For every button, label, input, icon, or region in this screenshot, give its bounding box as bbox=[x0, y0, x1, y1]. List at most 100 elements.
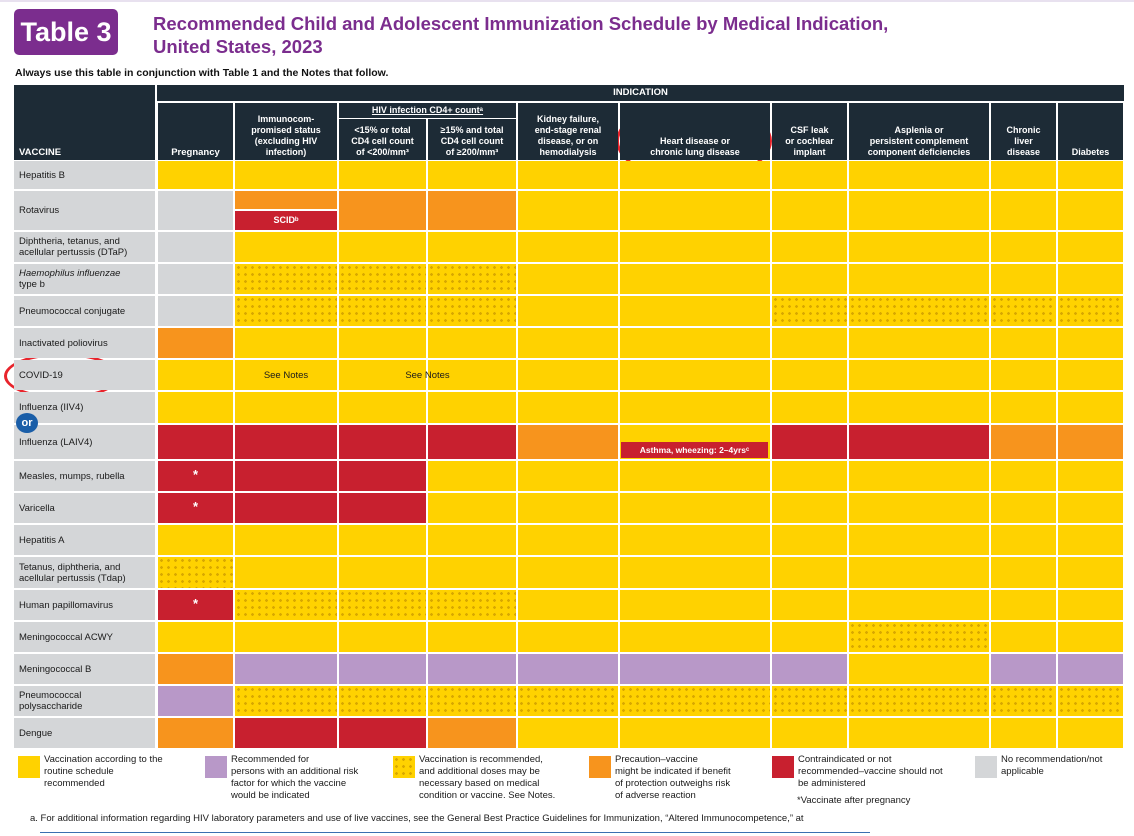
schedule-cell bbox=[772, 557, 847, 588]
schedule-cell bbox=[518, 493, 618, 523]
column-header-0: Pregnancy bbox=[158, 103, 233, 160]
schedule-cell bbox=[235, 525, 337, 555]
schedule-cell bbox=[772, 328, 847, 358]
schedule-cell bbox=[991, 264, 1056, 294]
vaccine-row-label: Tetanus, diphtheria, and acellular pertu… bbox=[14, 557, 155, 588]
schedule-cell bbox=[991, 686, 1056, 716]
schedule-cell bbox=[1058, 392, 1123, 423]
column-header-label: Diabetes bbox=[1071, 147, 1110, 157]
schedule-cell bbox=[235, 686, 337, 716]
schedule-cell bbox=[339, 493, 426, 523]
vaccine-name: Influenza (LAIV4) bbox=[19, 436, 93, 448]
schedule-cell bbox=[518, 360, 618, 390]
schedule-cell bbox=[339, 392, 426, 423]
vaccine-name: COVID-19 bbox=[19, 369, 63, 381]
schedule-cell bbox=[235, 461, 337, 491]
schedule-cell bbox=[620, 622, 770, 652]
legend-text: Vaccination according to the routine sch… bbox=[44, 754, 163, 789]
column-header-3: ≥15% and total CD4 cell count of ≥200/mm… bbox=[428, 119, 516, 160]
schedule-cell bbox=[849, 296, 989, 326]
schedule-cell bbox=[518, 425, 618, 459]
column-header-label: Immunocom- promised status (excluding HI… bbox=[251, 114, 321, 157]
schedule-cell bbox=[518, 718, 618, 748]
instruction-text: Always use this table in conjunction wit… bbox=[15, 67, 389, 79]
schedule-cell bbox=[158, 525, 233, 555]
schedule-cell bbox=[339, 232, 426, 262]
schedule-cell bbox=[518, 328, 618, 358]
legend-text: Contraindicated or not recommended–vacci… bbox=[798, 754, 943, 789]
schedule-cell bbox=[235, 264, 337, 294]
vaccine-name: Varicella bbox=[19, 502, 55, 514]
schedule-cell bbox=[772, 622, 847, 652]
schedule-cell bbox=[1058, 718, 1123, 748]
schedule-cell bbox=[620, 686, 770, 716]
schedule-cell bbox=[849, 461, 989, 491]
schedule-cell bbox=[620, 296, 770, 326]
schedule-cell bbox=[991, 718, 1056, 748]
schedule-cell bbox=[158, 686, 233, 716]
vaccine-name: Human papillomavirus bbox=[19, 599, 113, 611]
column-header-label: Kidney failure, end-stage renal disease,… bbox=[534, 114, 602, 157]
schedule-cell bbox=[428, 360, 516, 390]
schedule-cell bbox=[428, 557, 516, 588]
after-pregnancy-star: * bbox=[192, 499, 199, 514]
schedule-cell bbox=[849, 557, 989, 588]
vaccine-row-label: Varicella bbox=[14, 493, 155, 523]
schedule-cell bbox=[235, 161, 337, 189]
schedule-cell bbox=[849, 425, 989, 459]
after-pregnancy-star: * bbox=[192, 596, 199, 611]
vaccine-row-label: Pneumococcal conjugate bbox=[14, 296, 155, 326]
schedule-cell bbox=[772, 232, 847, 262]
asthma-note-cell: Asthma, wheezing: 2–4yrsᶜ bbox=[621, 442, 768, 458]
page-title: Recommended Child and Adolescent Immuniz… bbox=[153, 13, 889, 57]
schedule-cell bbox=[1058, 493, 1123, 523]
schedule-cell bbox=[1058, 360, 1123, 390]
schedule-cell bbox=[772, 161, 847, 189]
schedule-cell bbox=[518, 590, 618, 620]
schedule-cell bbox=[772, 191, 847, 230]
schedule-cell bbox=[991, 232, 1056, 262]
or-badge: or bbox=[16, 413, 38, 433]
schedule-cell bbox=[849, 525, 989, 555]
column-header-label: Chronic liver disease bbox=[1006, 125, 1041, 157]
schedule-cell bbox=[428, 622, 516, 652]
schedule-cell bbox=[772, 461, 847, 491]
schedule-cell bbox=[339, 425, 426, 459]
schedule-cell bbox=[1058, 461, 1123, 491]
vaccine-name: Meningococcal ACWY bbox=[19, 631, 113, 643]
schedule-cell bbox=[158, 622, 233, 652]
vaccine-row-label: COVID-19 bbox=[14, 360, 155, 390]
schedule-cell bbox=[991, 360, 1056, 390]
schedule-cell bbox=[158, 654, 233, 684]
schedule-cell bbox=[849, 360, 989, 390]
schedule-cell bbox=[772, 392, 847, 423]
top-rule bbox=[0, 0, 1134, 2]
schedule-cell bbox=[428, 590, 516, 620]
vaccine-name: Diphtheria, tetanus, and acellular pertu… bbox=[19, 236, 128, 258]
schedule-cell bbox=[849, 493, 989, 523]
vaccine-name: Rotavirus bbox=[19, 205, 60, 216]
schedule-cell bbox=[620, 654, 770, 684]
schedule-cell bbox=[620, 360, 770, 390]
schedule-cell bbox=[518, 232, 618, 262]
vaccine-row-label: Meningococcal B bbox=[14, 654, 155, 684]
schedule-cell bbox=[339, 590, 426, 620]
vaccine-row-label: Influenza (LAIV4) bbox=[14, 425, 155, 459]
schedule-cell bbox=[772, 360, 847, 390]
schedule-cell bbox=[772, 425, 847, 459]
schedule-cell bbox=[991, 328, 1056, 358]
rotavirus-scid-cell: SCIDᵇ bbox=[235, 211, 337, 230]
vaccine-row-label: Hepatitis B bbox=[14, 161, 155, 189]
footnote-a: a. For additional information regarding … bbox=[30, 813, 804, 824]
column-header-label: <15% or total CD4 cell count of <200/mm³ bbox=[351, 125, 414, 157]
schedule-cell bbox=[518, 686, 618, 716]
footnote-link-line[interactable] bbox=[40, 828, 870, 836]
schedule-cell bbox=[849, 718, 989, 748]
column-header-8: Chronic liver disease bbox=[991, 103, 1056, 160]
schedule-cell bbox=[991, 557, 1056, 588]
column-header-2: <15% or total CD4 cell count of <200/mm³ bbox=[339, 119, 426, 160]
schedule-cell bbox=[518, 264, 618, 294]
schedule-cell bbox=[849, 622, 989, 652]
vaccine-name: Dengue bbox=[19, 727, 53, 739]
schedule-cell bbox=[235, 590, 337, 620]
